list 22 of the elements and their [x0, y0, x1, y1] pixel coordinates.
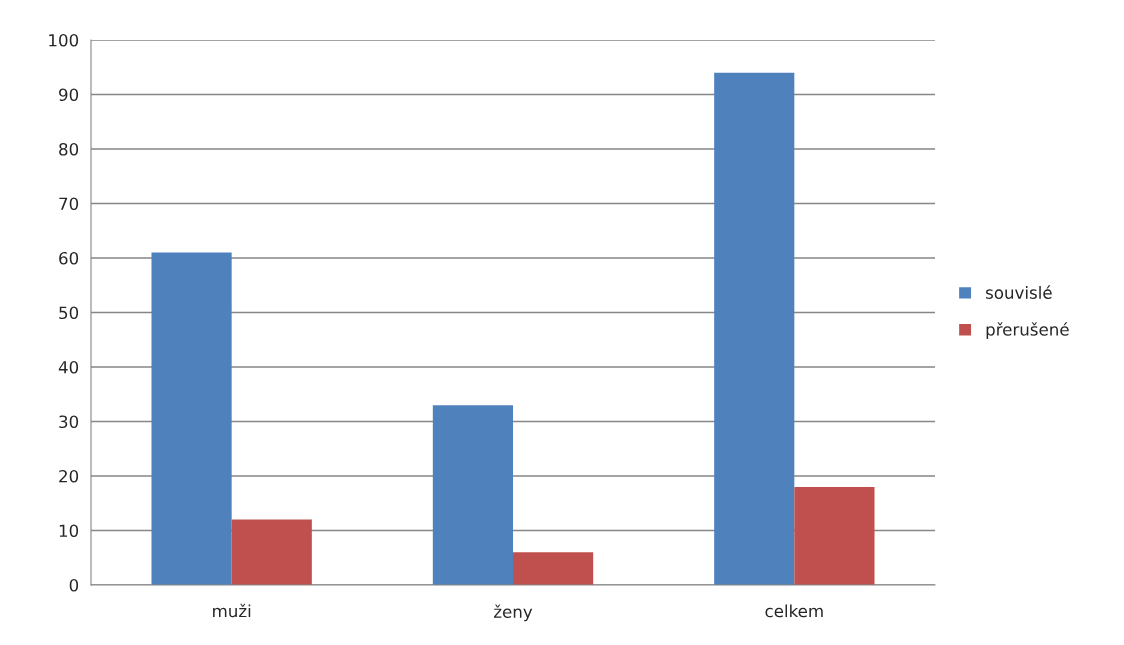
bar [794, 486, 875, 585]
y-tick-label: 60 [59, 251, 79, 265]
y-tick-label: 50 [59, 306, 79, 320]
x-tick-label: muži [213, 603, 251, 618]
bar [231, 519, 312, 585]
x-tick-label: ženy [494, 604, 533, 622]
bar [151, 252, 232, 585]
y-tick-label: 70 [59, 197, 79, 211]
y-tick-label: 40 [58, 360, 79, 374]
x-tick-label: celkem [765, 604, 823, 618]
bar [714, 72, 795, 585]
y-tick-label: 30 [59, 415, 79, 429]
legend-label: souvislé [986, 285, 1052, 299]
bar [513, 552, 594, 585]
legend-label: přerušené [986, 322, 1069, 339]
y-tick-label: 0 [69, 578, 79, 592]
y-tick-label: 90 [59, 88, 79, 102]
y-tick-label: 100 [49, 33, 79, 47]
bar [432, 405, 513, 585]
y-tick-label: 20 [59, 469, 79, 483]
y-tick-label: 80 [59, 142, 79, 156]
y-tick-label: 10 [59, 524, 79, 538]
